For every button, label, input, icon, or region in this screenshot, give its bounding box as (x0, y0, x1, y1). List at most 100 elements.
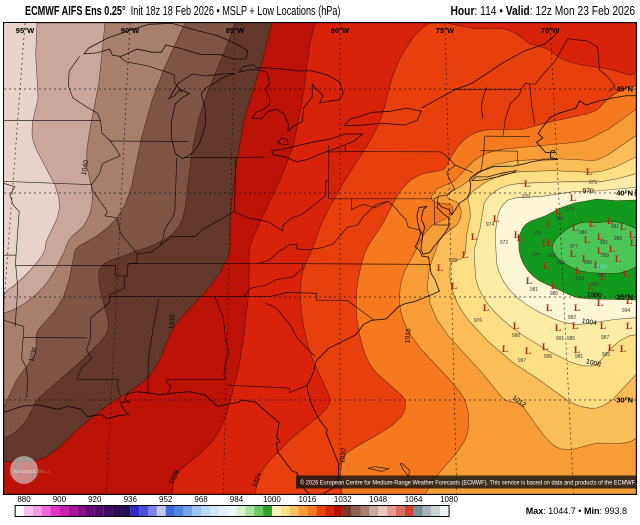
svg-text:981: 981 (530, 287, 539, 293)
svg-text:L: L (513, 322, 519, 332)
svg-text:L: L (526, 277, 532, 287)
svg-text:70°W: 70°W (541, 26, 560, 35)
svg-text:1040: 1040 (81, 159, 91, 175)
svg-text:L: L (572, 224, 578, 234)
svg-text:976: 976 (474, 318, 483, 324)
svg-text:L: L (575, 267, 581, 277)
svg-text:L: L (555, 324, 561, 334)
svg-text:L: L (620, 345, 626, 355)
svg-text:BELL: BELL (38, 469, 50, 475)
svg-text:L: L (542, 239, 548, 249)
svg-text:995: 995 (591, 282, 600, 288)
svg-text:L: L (471, 233, 477, 243)
svg-text:L: L (572, 322, 578, 332)
svg-text:80°W: 80°W (331, 26, 350, 35)
svg-text:L: L (451, 282, 457, 292)
svg-text:1000: 1000 (586, 291, 602, 299)
svg-text:997: 997 (518, 358, 527, 364)
svg-text:1008: 1008 (585, 358, 602, 369)
svg-text:L: L (546, 304, 552, 314)
svg-text:981: 981 (556, 216, 565, 222)
svg-text:988: 988 (614, 236, 623, 242)
svg-text:988: 988 (601, 253, 610, 259)
svg-text:996: 996 (596, 264, 607, 271)
svg-text:985: 985 (598, 273, 607, 279)
svg-text:970: 970 (582, 188, 594, 196)
svg-text:L: L (597, 247, 603, 257)
svg-text:996: 996 (544, 354, 553, 360)
svg-text:L: L (597, 233, 603, 243)
svg-text:1032: 1032 (168, 314, 176, 330)
svg-text:1020: 1020 (339, 448, 348, 464)
svg-text:L: L (493, 215, 499, 225)
svg-text:L: L (547, 239, 553, 249)
svg-text:L: L (542, 343, 548, 353)
svg-text:45°N: 45°N (616, 85, 633, 94)
svg-text:L: L (555, 208, 561, 218)
svg-text:974: 974 (486, 222, 495, 228)
svg-text:L: L (609, 245, 615, 255)
svg-text:970: 970 (522, 194, 531, 200)
svg-text:L: L (570, 194, 576, 204)
svg-text:993: 993 (576, 276, 585, 282)
svg-text:995: 995 (602, 352, 611, 358)
svg-text:1004: 1004 (581, 318, 597, 327)
svg-text:979: 979 (449, 258, 458, 264)
svg-text:L: L (634, 189, 637, 199)
svg-text:985: 985 (557, 260, 566, 266)
svg-text:1036: 1036 (28, 346, 39, 363)
svg-text:75°W: 75°W (436, 26, 455, 35)
svg-text:974: 974 (532, 252, 541, 258)
svg-text:L: L (570, 250, 576, 260)
svg-text:L: L (514, 231, 520, 241)
svg-text:40°N: 40°N (616, 189, 633, 198)
svg-text:L: L (607, 217, 613, 227)
svg-text:L: L (597, 299, 603, 309)
svg-text:L: L (524, 180, 530, 190)
svg-text:L: L (483, 304, 489, 314)
svg-text:L: L (589, 220, 595, 230)
svg-text:L: L (574, 304, 580, 314)
svg-text:975: 975 (589, 180, 598, 186)
svg-text:1016: 1016 (404, 328, 412, 344)
svg-text:90°W: 90°W (121, 26, 140, 35)
svg-text:L: L (462, 251, 468, 261)
svg-text:L: L (582, 255, 588, 265)
svg-text:975: 975 (566, 207, 575, 213)
svg-text:998: 998 (548, 253, 557, 259)
svg-text:990: 990 (512, 333, 521, 339)
svg-text:980: 980 (550, 291, 559, 297)
svg-text:972: 972 (500, 240, 509, 246)
svg-text:L: L (551, 282, 557, 292)
svg-text:L: L (546, 220, 552, 230)
svg-text:985: 985 (567, 336, 576, 342)
svg-text:L: L (543, 262, 549, 272)
svg-text:981: 981 (600, 240, 609, 246)
svg-text:L: L (517, 234, 523, 244)
svg-text:L: L (600, 322, 606, 332)
svg-text:L: L (600, 273, 606, 283)
svg-text:35°N: 35°N (616, 293, 633, 302)
svg-text:L: L (594, 261, 600, 271)
svg-text:L: L (615, 255, 621, 265)
svg-text:L: L (525, 347, 531, 357)
svg-text:L: L (608, 344, 614, 354)
svg-text:30°N: 30°N (616, 396, 633, 405)
svg-text:L: L (626, 297, 632, 307)
svg-text:981: 981 (611, 224, 620, 230)
svg-text:977: 977 (570, 244, 579, 250)
svg-text:L: L (626, 322, 632, 332)
svg-text:L: L (584, 236, 590, 246)
svg-text:L: L (574, 346, 580, 356)
svg-text:991: 991 (556, 336, 565, 342)
svg-text:981: 981 (575, 354, 584, 360)
svg-text:85°W: 85°W (226, 26, 245, 35)
svg-text:978: 978 (533, 231, 542, 237)
svg-text:994: 994 (622, 308, 631, 314)
svg-text:L: L (630, 239, 636, 249)
svg-text:95°W: 95°W (16, 26, 35, 35)
svg-text:L: L (502, 345, 508, 355)
svg-text:980: 980 (579, 230, 588, 236)
svg-text:996: 996 (584, 260, 593, 266)
svg-text:L: L (620, 223, 626, 233)
